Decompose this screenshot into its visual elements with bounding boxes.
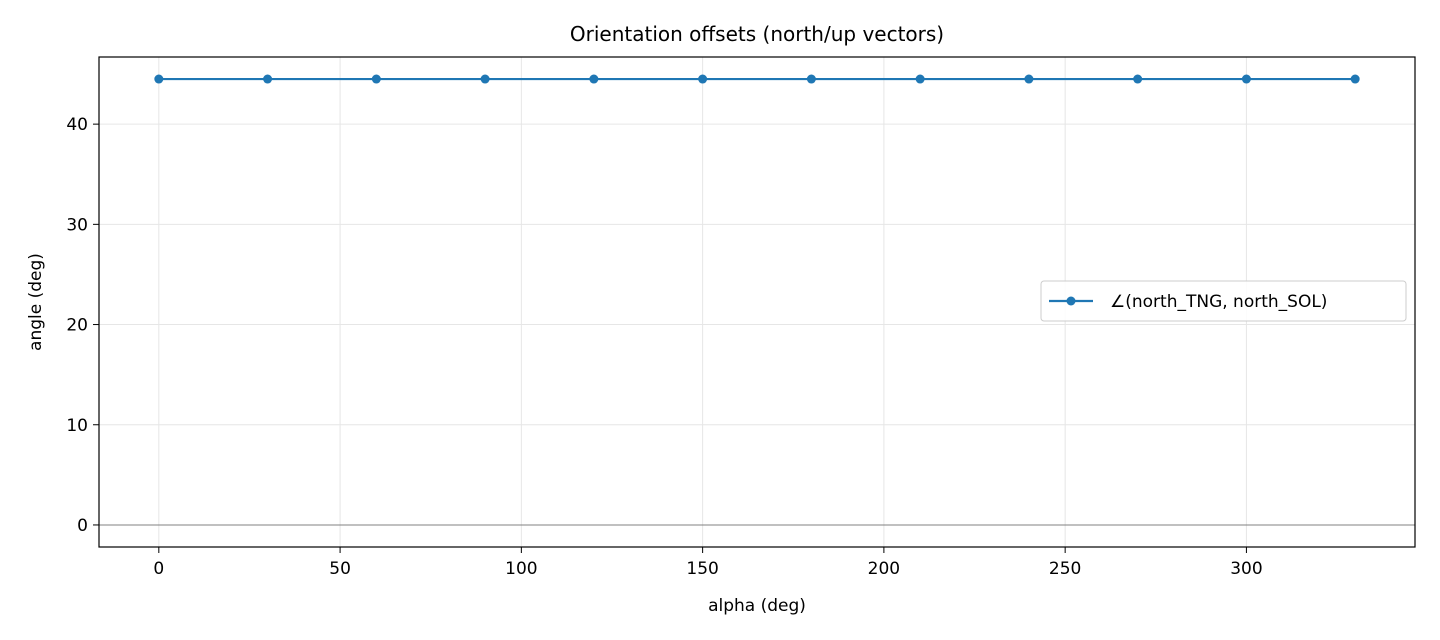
legend: ∠(north_TNG, north_SOL) bbox=[1040, 280, 1407, 322]
data-point bbox=[480, 74, 490, 84]
y-tick-label: 40 bbox=[66, 115, 88, 135]
data-point bbox=[915, 74, 925, 84]
chart-title: Orientation offsets (north/up vectors) bbox=[570, 22, 944, 46]
data-point bbox=[698, 74, 708, 84]
y-tick-label: 10 bbox=[66, 416, 88, 436]
legend-series-label: ∠(north_TNG, north_SOL) bbox=[1110, 292, 1327, 312]
plot-frame bbox=[98, 56, 1416, 548]
data-point bbox=[263, 74, 273, 84]
data-point bbox=[1241, 74, 1251, 84]
x-tick-label: 100 bbox=[505, 559, 537, 579]
x-tick-label: 200 bbox=[868, 559, 900, 579]
x-tick-label: 300 bbox=[1230, 559, 1262, 579]
y-axis-label: angle (deg) bbox=[26, 253, 46, 351]
data-point bbox=[806, 74, 816, 84]
x-axis-label: alpha (deg) bbox=[708, 596, 806, 616]
y-tick-label: 0 bbox=[77, 516, 88, 536]
y-tick-label: 30 bbox=[66, 215, 88, 235]
data-point bbox=[1133, 74, 1143, 84]
data-point bbox=[589, 74, 599, 84]
x-tick-label: 150 bbox=[686, 559, 718, 579]
data-point bbox=[371, 74, 381, 84]
x-tick-label: 250 bbox=[1049, 559, 1081, 579]
legend-box bbox=[1040, 280, 1407, 322]
data-point bbox=[154, 74, 164, 84]
x-tick-label: 50 bbox=[329, 559, 351, 579]
x-axis-ticks: 0 50 100 150 200 250 300 bbox=[153, 547, 1263, 579]
y-tick-label: 20 bbox=[66, 316, 88, 336]
data-point bbox=[1024, 74, 1034, 84]
data-point bbox=[1350, 74, 1360, 84]
x-tick-label: 0 bbox=[153, 559, 164, 579]
legend-marker-swatch bbox=[1066, 296, 1076, 306]
series-layer bbox=[154, 74, 1360, 84]
y-axis-ticks: 0 10 20 30 40 bbox=[66, 115, 99, 536]
